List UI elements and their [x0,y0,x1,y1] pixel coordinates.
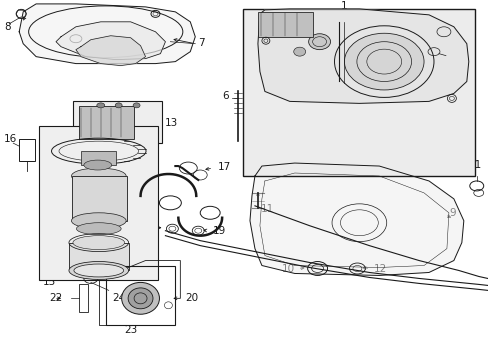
Text: 11: 11 [261,204,274,214]
Text: 1: 1 [341,1,347,11]
Polygon shape [257,9,468,103]
Bar [69,243,128,270]
Ellipse shape [69,261,128,279]
Polygon shape [249,163,463,275]
Ellipse shape [76,223,121,235]
Text: 21: 21 [467,160,480,170]
Polygon shape [56,22,165,60]
Ellipse shape [128,288,153,309]
Ellipse shape [74,264,123,277]
Text: 8: 8 [4,22,11,32]
Text: 15: 15 [43,278,56,287]
Ellipse shape [133,103,140,108]
Text: 23: 23 [124,325,137,335]
Bar [19,139,35,161]
Ellipse shape [115,103,122,108]
Text: 12: 12 [373,265,387,274]
Ellipse shape [308,34,330,50]
Text: 24: 24 [112,293,126,303]
Text: 4: 4 [245,15,252,25]
Bar [73,102,162,143]
Text: 20: 20 [185,293,198,303]
Text: 22: 22 [49,293,62,303]
Bar [257,12,312,37]
Ellipse shape [293,47,305,56]
Ellipse shape [83,160,111,170]
Bar [72,176,126,221]
Ellipse shape [71,213,126,229]
Text: 6: 6 [222,91,228,102]
Ellipse shape [73,236,124,249]
Text: 19: 19 [213,226,226,236]
Polygon shape [76,36,145,66]
Text: 13: 13 [164,118,177,128]
Bar [105,266,175,325]
Text: 3: 3 [450,19,457,29]
Ellipse shape [97,103,104,108]
Text: 9: 9 [448,208,455,218]
Ellipse shape [122,282,159,314]
Bar [39,126,158,280]
Text: 7: 7 [198,38,204,48]
Text: 2: 2 [450,42,457,52]
Ellipse shape [344,33,423,90]
Bar [243,9,474,176]
Text: 10: 10 [281,265,294,274]
Bar [81,151,116,165]
Bar [79,284,88,312]
Bar [79,106,133,139]
Text: 4: 4 [445,99,451,109]
Text: 17: 17 [218,162,231,172]
Ellipse shape [71,168,126,184]
Text: 5: 5 [319,9,325,19]
Text: 18: 18 [135,223,148,233]
Text: 14: 14 [108,114,122,124]
Polygon shape [19,4,195,64]
Text: 16: 16 [4,134,18,144]
